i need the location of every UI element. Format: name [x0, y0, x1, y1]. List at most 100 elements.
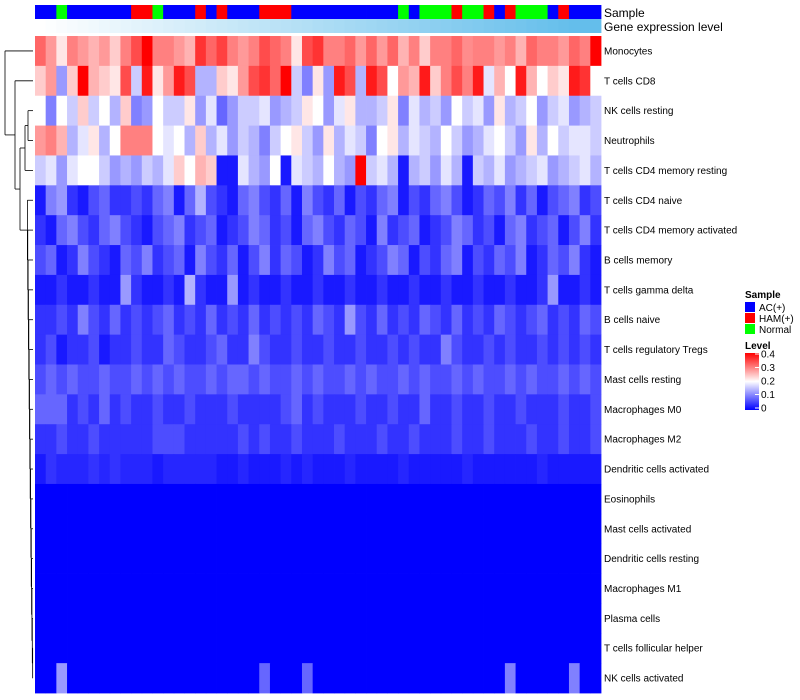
heatmap-cell — [558, 543, 570, 574]
heatmap-cell — [472, 185, 484, 216]
heatmap-cell — [184, 274, 196, 306]
heatmap-cell — [120, 364, 132, 395]
heatmap-cell — [536, 364, 548, 395]
heatmap-cell — [216, 663, 228, 694]
heatmap-cell — [451, 95, 463, 126]
heatmap-cell — [45, 483, 57, 515]
heatmap-cell — [291, 663, 303, 694]
heatmap-cell — [334, 483, 346, 515]
heatmap-cell — [483, 513, 495, 545]
heatmap-cell — [387, 633, 399, 664]
sample-annotation-cell — [205, 5, 217, 19]
heatmap-cell — [312, 95, 324, 126]
heatmap-cell — [483, 424, 495, 455]
row-label: T cells CD4 naive — [604, 196, 683, 207]
heatmap-cell — [67, 543, 79, 574]
heatmap-cell — [109, 483, 121, 515]
heatmap-cell — [398, 215, 410, 246]
heatmap-cell — [462, 633, 474, 664]
heatmap-cell — [77, 483, 89, 515]
heatmap-cell — [398, 454, 410, 485]
heatmap-cell — [579, 155, 591, 186]
heatmap-cell — [269, 185, 282, 216]
heatmap-cell — [227, 603, 239, 634]
heatmap-cell — [35, 603, 47, 634]
heatmap-cell — [430, 185, 442, 216]
heatmap-cell — [547, 633, 559, 664]
heatmap-cell — [334, 155, 346, 186]
heatmap-cell — [430, 364, 442, 395]
heatmap-cell — [152, 245, 164, 276]
heatmap-cell — [184, 65, 196, 97]
heatmap-cell — [451, 663, 463, 694]
heatmap-cell — [173, 603, 185, 634]
heatmap-cell — [387, 334, 399, 365]
heatmap-cell — [120, 424, 132, 455]
heatmap-cell — [590, 65, 602, 97]
heatmap-cell — [131, 36, 143, 67]
heatmap-cell — [334, 573, 346, 604]
heatmap-cell — [462, 543, 474, 574]
heatmap-cell — [109, 125, 121, 156]
heatmap-cell — [366, 36, 378, 67]
heatmap-cell — [205, 633, 217, 664]
heatmap-cell — [99, 454, 111, 485]
heatmap-cell — [56, 483, 68, 515]
heatmap-cell — [131, 185, 143, 216]
heatmap-cell — [344, 36, 356, 67]
heatmap-cell — [312, 215, 324, 246]
heatmap-cell — [205, 364, 217, 395]
heatmap-cell — [408, 185, 420, 216]
heatmap-cell — [430, 454, 442, 485]
heatmap-cell — [312, 454, 324, 485]
heatmap-cell — [579, 603, 591, 634]
heatmap-cell — [99, 245, 111, 276]
heatmap-cell — [141, 155, 153, 186]
heatmap-cell — [515, 454, 527, 485]
heatmap-cell — [152, 155, 164, 186]
heatmap-cell — [259, 663, 271, 694]
heatmap-cell — [35, 424, 47, 455]
row-label: B cells naive — [604, 315, 661, 326]
heatmap-cell — [590, 603, 602, 634]
heatmap-cell — [99, 633, 111, 664]
heatmap-cell — [56, 274, 68, 306]
heatmap-cell — [99, 364, 111, 395]
heatmap-cell — [195, 125, 207, 156]
heatmap-cell — [558, 394, 570, 425]
heatmap-cell — [515, 573, 527, 604]
heatmap-cell — [344, 663, 356, 694]
heatmap-cell — [67, 245, 79, 276]
heatmap-cell — [141, 663, 153, 694]
heatmap-cell — [77, 95, 89, 126]
heatmap-cell — [483, 215, 495, 246]
heatmap-cell — [494, 185, 506, 216]
heatmap-cell — [99, 36, 111, 67]
expression-annotation-cell — [440, 19, 452, 33]
heatmap-cell — [56, 155, 68, 186]
heatmap-cell — [419, 424, 431, 455]
heatmap-cell — [451, 36, 463, 67]
legend: Sample AC(+)HAM(+)Normal Level 0.4 0.3 0.2… — [745, 290, 794, 415]
row-labels: Monocytes T cells CD8 NK cells resting Neut… — [604, 46, 737, 684]
heatmap-cell — [536, 424, 548, 455]
heatmap-cell — [120, 185, 132, 216]
heatmap-cell — [195, 454, 207, 485]
heatmap-cell — [323, 483, 335, 515]
heatmap-cell — [558, 454, 570, 485]
heatmap-cell — [568, 394, 581, 425]
heatmap-cell — [248, 36, 260, 67]
heatmap-cell — [216, 483, 228, 515]
heatmap-cell — [515, 633, 527, 664]
heatmap-cell — [227, 274, 239, 306]
heatmap-cell — [269, 513, 282, 545]
heatmap-cell — [88, 65, 100, 97]
heatmap-cell — [366, 513, 378, 545]
heatmap-cell — [344, 215, 356, 246]
heatmap-cell — [387, 454, 399, 485]
sample-annotation-cell — [440, 5, 452, 19]
heatmap-cell — [248, 215, 260, 246]
heatmap-cell — [152, 394, 164, 425]
heatmap-cell — [45, 513, 57, 545]
heatmap-cell — [515, 215, 527, 246]
